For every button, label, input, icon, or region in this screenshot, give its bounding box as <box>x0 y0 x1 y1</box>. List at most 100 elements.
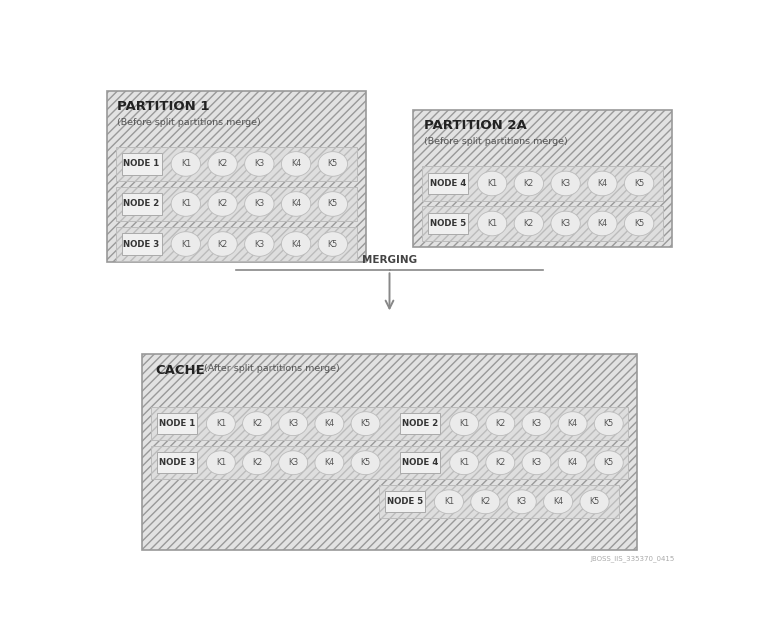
Text: K2: K2 <box>524 179 534 188</box>
Text: NODE 1: NODE 1 <box>123 160 160 169</box>
Text: K3: K3 <box>288 458 298 467</box>
Bar <box>428 212 468 235</box>
Ellipse shape <box>486 451 515 475</box>
Text: K1: K1 <box>216 458 226 467</box>
Ellipse shape <box>486 411 515 436</box>
Text: K5: K5 <box>328 160 338 169</box>
Ellipse shape <box>558 411 587 436</box>
Bar <box>157 413 197 434</box>
Text: K3: K3 <box>255 240 264 249</box>
Ellipse shape <box>171 231 201 256</box>
Text: K1: K1 <box>216 419 226 428</box>
Ellipse shape <box>245 231 274 256</box>
Bar <box>400 413 440 434</box>
Bar <box>116 227 357 261</box>
Text: K2: K2 <box>217 160 228 169</box>
Text: K3: K3 <box>561 219 571 228</box>
Bar <box>122 233 162 255</box>
Ellipse shape <box>242 451 271 475</box>
Text: K4: K4 <box>291 240 301 249</box>
Text: K5: K5 <box>360 419 371 428</box>
Ellipse shape <box>558 451 587 475</box>
Ellipse shape <box>351 451 380 475</box>
Text: K3: K3 <box>255 160 264 169</box>
Bar <box>413 110 673 247</box>
Text: K4: K4 <box>325 458 334 467</box>
Ellipse shape <box>625 171 654 196</box>
Text: K2: K2 <box>496 458 505 467</box>
Ellipse shape <box>242 411 271 436</box>
Text: PARTITION 2A: PARTITION 2A <box>423 119 527 132</box>
Text: K4: K4 <box>597 219 607 228</box>
Text: MERGING: MERGING <box>362 256 417 266</box>
Text: K4: K4 <box>568 419 578 428</box>
Bar <box>422 207 663 240</box>
Text: K2: K2 <box>217 240 228 249</box>
Ellipse shape <box>315 411 344 436</box>
Ellipse shape <box>522 451 551 475</box>
Text: K5: K5 <box>634 219 644 228</box>
Ellipse shape <box>208 231 237 256</box>
Text: (Before split partitions merge): (Before split partitions merge) <box>117 117 261 127</box>
Ellipse shape <box>281 191 311 216</box>
Text: K1: K1 <box>459 419 469 428</box>
Bar <box>142 354 637 550</box>
Ellipse shape <box>435 490 464 514</box>
Ellipse shape <box>318 152 347 176</box>
Bar <box>428 172 468 195</box>
Text: NODE 2: NODE 2 <box>123 200 160 209</box>
Text: NODE 4: NODE 4 <box>429 179 466 188</box>
Text: K3: K3 <box>531 458 542 467</box>
Ellipse shape <box>315 451 344 475</box>
Text: K5: K5 <box>328 240 338 249</box>
Text: JBOSS_IIS_335370_0415: JBOSS_IIS_335370_0415 <box>591 555 675 562</box>
Text: K5: K5 <box>360 458 371 467</box>
Text: K2: K2 <box>524 219 534 228</box>
Ellipse shape <box>507 490 537 514</box>
Text: NODE 3: NODE 3 <box>123 240 160 249</box>
Bar <box>106 91 366 262</box>
Ellipse shape <box>318 231 347 256</box>
Ellipse shape <box>551 171 581 196</box>
Text: K4: K4 <box>291 160 301 169</box>
Ellipse shape <box>587 211 617 236</box>
Bar <box>151 407 628 440</box>
Ellipse shape <box>171 152 201 176</box>
Text: K3: K3 <box>255 200 264 209</box>
Text: K5: K5 <box>634 179 644 188</box>
Text: K5: K5 <box>590 497 600 507</box>
Ellipse shape <box>171 191 201 216</box>
Text: K4: K4 <box>553 497 563 507</box>
Text: K5: K5 <box>603 419 614 428</box>
Text: K1: K1 <box>487 219 497 228</box>
Text: K2: K2 <box>252 458 262 467</box>
Text: K1: K1 <box>487 179 497 188</box>
Text: K4: K4 <box>568 458 578 467</box>
Ellipse shape <box>587 171 617 196</box>
Ellipse shape <box>245 191 274 216</box>
Ellipse shape <box>207 451 236 475</box>
Text: (After split partitions merge): (After split partitions merge) <box>201 364 340 373</box>
Text: K4: K4 <box>325 419 334 428</box>
Text: K5: K5 <box>603 458 614 467</box>
Ellipse shape <box>279 411 308 436</box>
Text: NODE 2: NODE 2 <box>402 419 439 428</box>
Text: K1: K1 <box>181 160 191 169</box>
Ellipse shape <box>625 211 654 236</box>
Text: K4: K4 <box>597 179 607 188</box>
Ellipse shape <box>477 171 507 196</box>
Bar <box>151 446 628 479</box>
Bar <box>400 452 440 474</box>
Bar <box>116 147 357 181</box>
Ellipse shape <box>450 411 479 436</box>
Text: NODE 5: NODE 5 <box>429 219 466 228</box>
Ellipse shape <box>279 451 308 475</box>
Ellipse shape <box>450 451 479 475</box>
Text: PARTITION 1: PARTITION 1 <box>117 100 210 112</box>
Ellipse shape <box>477 211 507 236</box>
Ellipse shape <box>281 152 311 176</box>
Text: K2: K2 <box>217 200 228 209</box>
Ellipse shape <box>208 152 237 176</box>
Ellipse shape <box>470 490 500 514</box>
Bar <box>379 485 619 519</box>
